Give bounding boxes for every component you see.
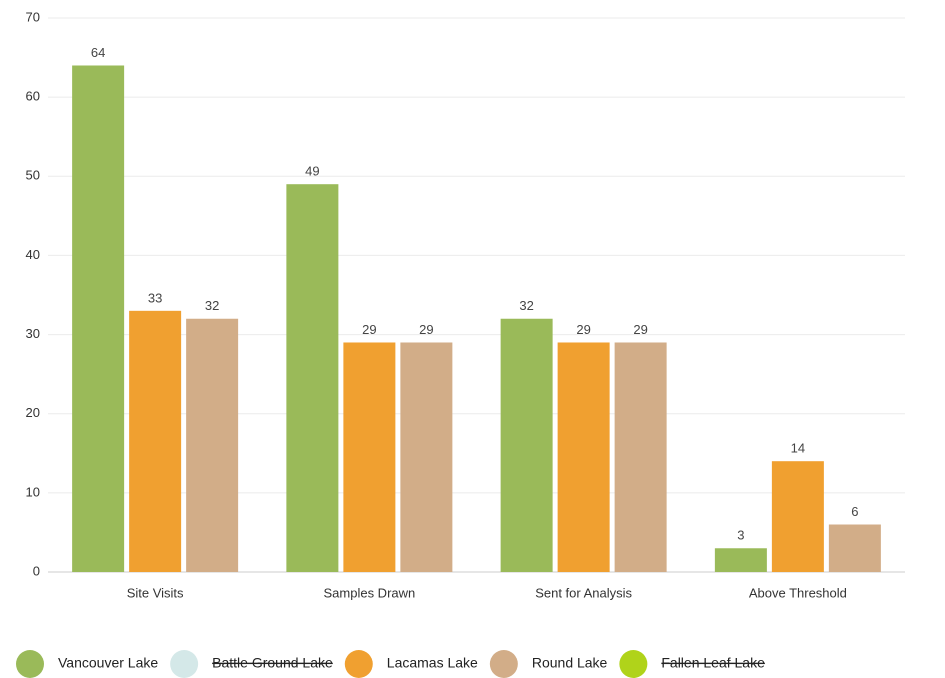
bar xyxy=(714,548,767,572)
value-label: 29 xyxy=(419,322,433,337)
legend-marker[interactable] xyxy=(619,650,648,678)
bar xyxy=(828,524,881,572)
value-label: 29 xyxy=(633,322,647,337)
x-tick-label: Samples Drawn xyxy=(323,585,415,600)
y-tick-label: 20 xyxy=(26,405,40,420)
x-tick-label: Site Visits xyxy=(127,585,184,600)
y-tick-label: 30 xyxy=(26,326,40,341)
bar xyxy=(614,342,667,572)
y-tick-label: 0 xyxy=(33,563,40,578)
y-tick-label: 70 xyxy=(26,9,40,24)
legend-label[interactable]: Vancouver Lake xyxy=(58,655,158,671)
bar xyxy=(500,318,553,572)
x-tick-label: Sent for Analysis xyxy=(535,585,632,600)
legend-marker[interactable] xyxy=(344,650,373,678)
bar xyxy=(557,342,610,572)
value-label: 32 xyxy=(205,298,219,313)
x-tick-label: Above Threshold xyxy=(749,585,847,600)
bar xyxy=(400,342,453,572)
legend-label[interactable]: Battle Ground Lake xyxy=(212,655,333,671)
bar xyxy=(186,318,239,572)
value-label: 14 xyxy=(791,441,805,456)
value-label: 3 xyxy=(737,528,744,543)
value-label: 29 xyxy=(576,322,590,337)
legend-label[interactable]: Round Lake xyxy=(532,655,608,671)
value-label: 6 xyxy=(851,504,858,519)
value-label: 49 xyxy=(305,164,319,179)
value-label: 33 xyxy=(148,290,162,305)
value-label: 64 xyxy=(91,45,105,60)
bar xyxy=(771,461,824,572)
bar xyxy=(343,342,396,572)
bar xyxy=(72,65,125,572)
y-tick-label: 60 xyxy=(26,89,40,104)
legend-label[interactable]: Lacamas Lake xyxy=(387,655,478,671)
y-tick-label: 40 xyxy=(26,247,40,262)
legend-marker[interactable] xyxy=(489,650,518,678)
y-tick-label: 10 xyxy=(26,484,40,499)
value-label: 29 xyxy=(362,322,376,337)
bar xyxy=(129,310,182,572)
bar xyxy=(286,184,339,572)
value-label: 32 xyxy=(519,298,533,313)
y-tick-label: 50 xyxy=(26,168,40,183)
legend-label[interactable]: Fallen Leaf Lake xyxy=(661,655,765,671)
legend-marker[interactable] xyxy=(170,650,199,678)
legend-marker[interactable] xyxy=(16,650,44,678)
